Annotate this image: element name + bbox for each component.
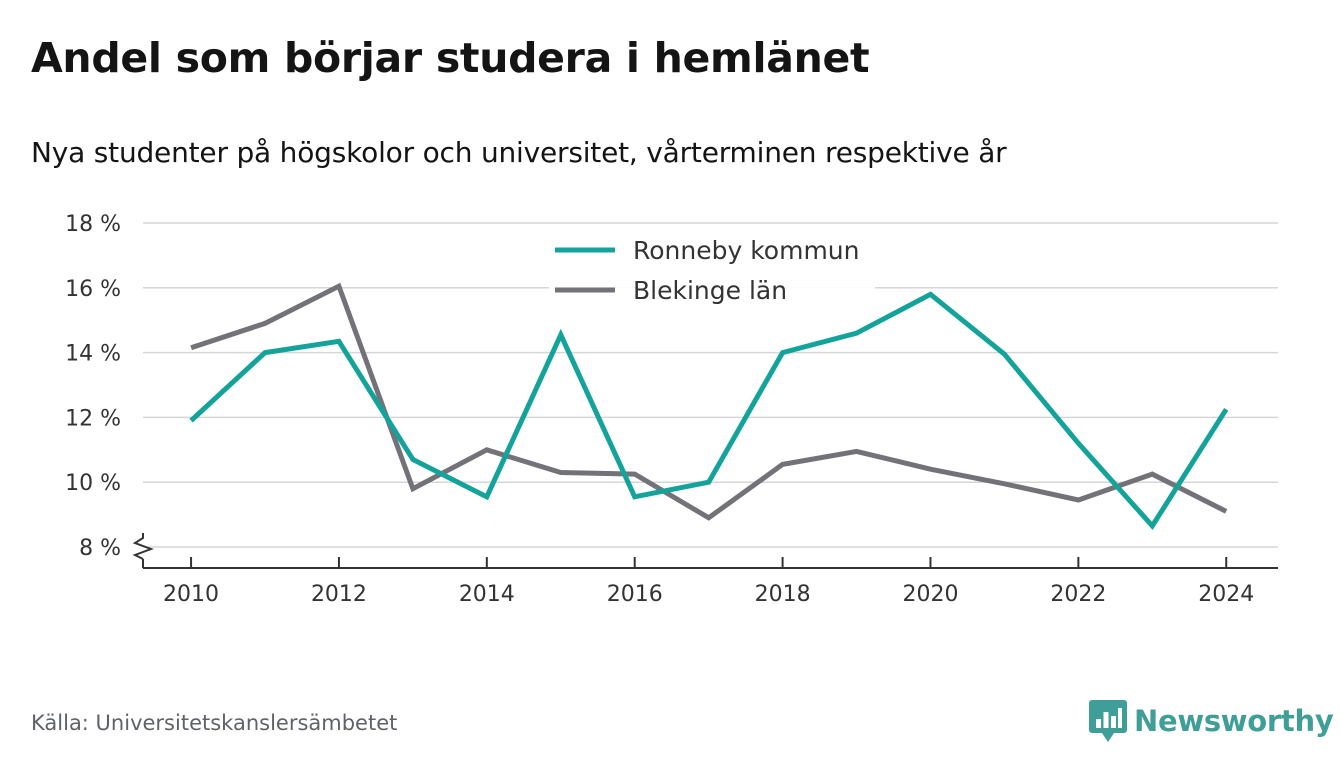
source-note: Källa: Universitetskanslersämbetet bbox=[31, 711, 398, 735]
x-tick-label: 2012 bbox=[311, 582, 367, 607]
legend-background bbox=[549, 226, 875, 306]
x-tick-label: 2010 bbox=[163, 582, 219, 607]
legend-label: Ronneby kommun bbox=[633, 236, 860, 265]
brand-logo: Newsworthy bbox=[1088, 698, 1334, 744]
x-tick-label: 2022 bbox=[1050, 582, 1106, 607]
x-tick-label: 2014 bbox=[459, 582, 515, 607]
y-tick-label: 10 % bbox=[65, 471, 121, 496]
y-tick-label: 16 % bbox=[65, 277, 121, 302]
brand-name: Newsworthy bbox=[1134, 704, 1334, 738]
chart-title: Andel som börjar studera i hemlänet bbox=[31, 34, 870, 82]
axis-break-icon bbox=[132, 533, 154, 560]
legend-label: Blekinge län bbox=[633, 276, 787, 305]
y-tick-label: 8 % bbox=[79, 536, 121, 561]
x-tick-label: 2020 bbox=[902, 582, 958, 607]
y-tick-label: 12 % bbox=[65, 406, 121, 431]
newsworthy-logo-icon bbox=[1089, 700, 1127, 742]
y-tick-label: 18 % bbox=[65, 212, 121, 237]
line-chart: 8 % 10 % 12 % 14 % 16 % 18 % 2010 2012 2014 2016 2… bbox=[65, 212, 1278, 607]
series-line bbox=[190, 282, 1228, 521]
x-tick-label: 2018 bbox=[755, 582, 811, 607]
y-tick-label: 14 % bbox=[65, 342, 121, 367]
series-line bbox=[189, 291, 1229, 531]
chart-subtitle: Nya studenter på högskolor och universit… bbox=[31, 136, 1007, 169]
x-tick-label: 2024 bbox=[1198, 582, 1254, 607]
x-tick-label: 2016 bbox=[607, 582, 663, 607]
